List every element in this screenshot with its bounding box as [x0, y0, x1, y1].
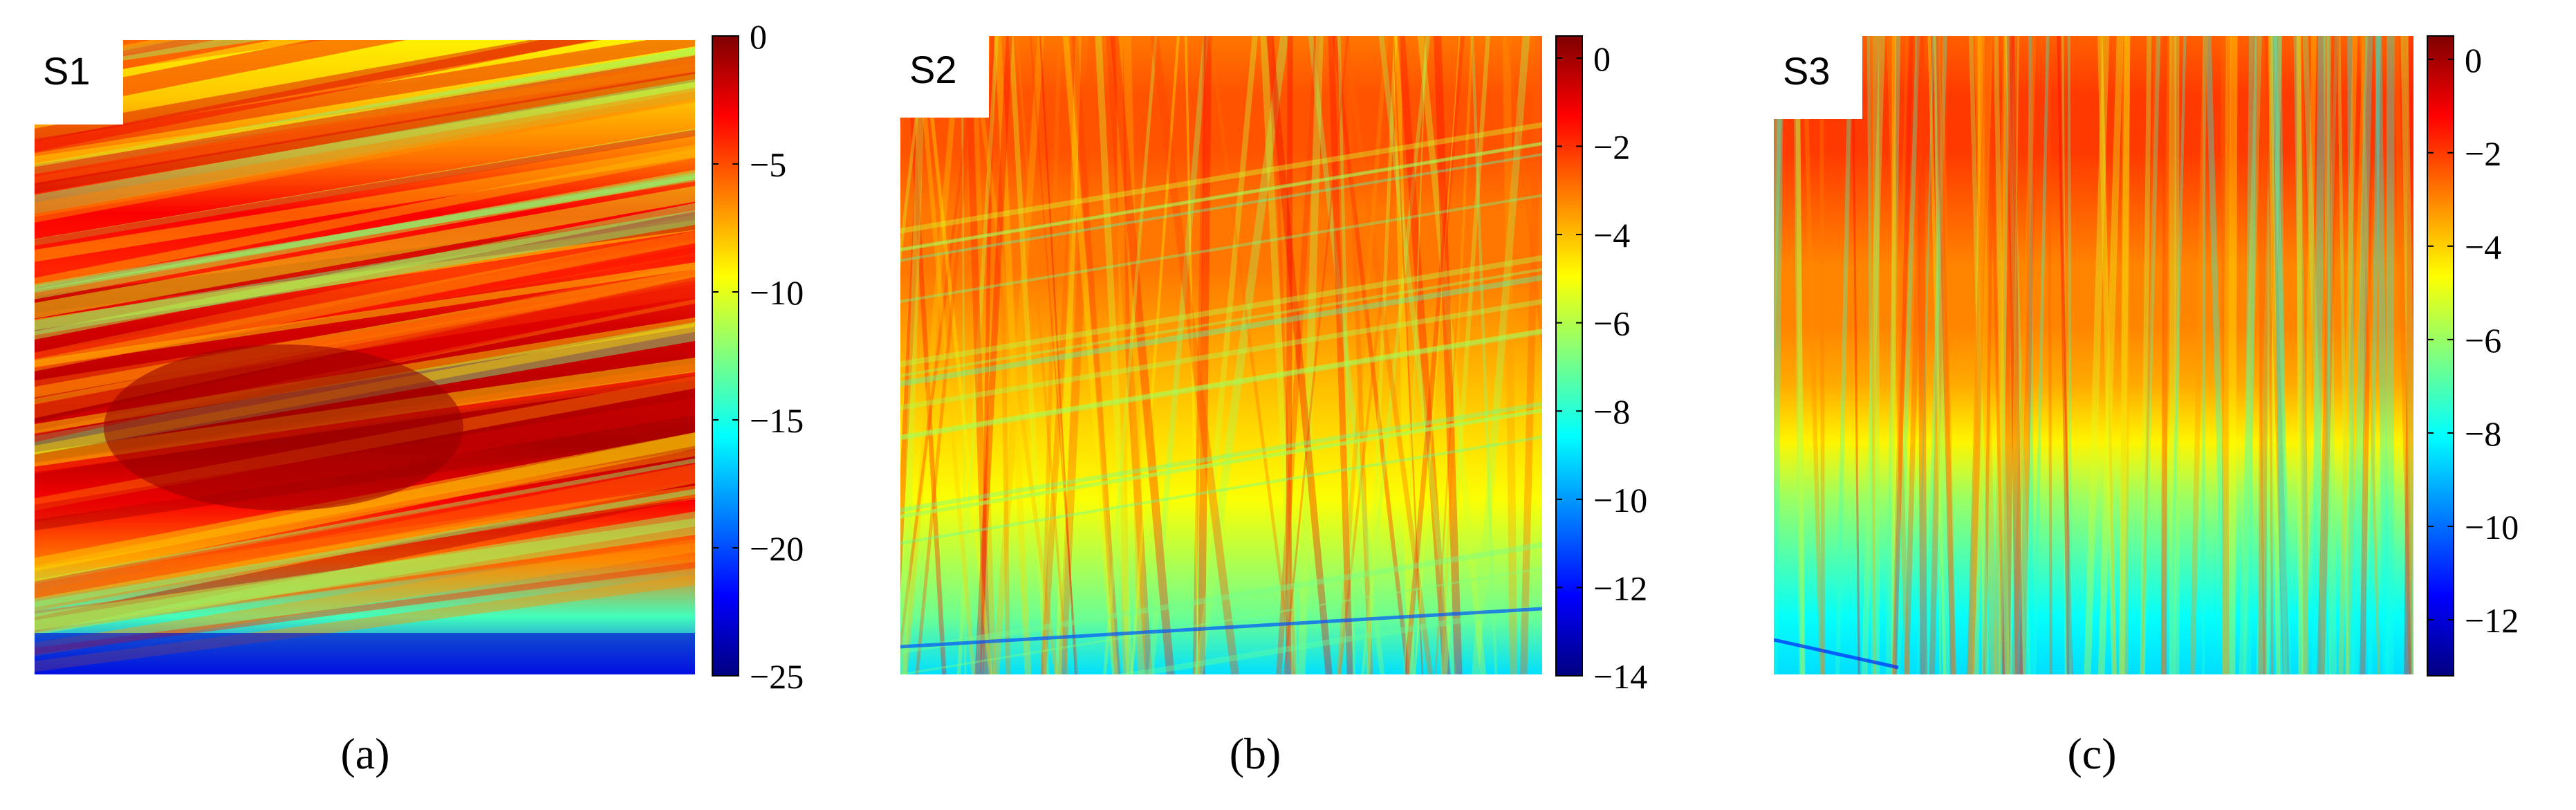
colorbar-tick-label: −2 — [2465, 134, 2501, 173]
colorbar-s2 — [1555, 35, 1583, 676]
colorbar-tick-label: −6 — [1593, 304, 1630, 343]
panel-b: S2 0 −2 −4 −6 −8 −10 −12 −14 (b) — [900, 35, 1647, 778]
panel-caption-a: (a) — [340, 729, 389, 778]
sample-label-s2: S2 — [909, 48, 957, 91]
colorbar-tick-label: −4 — [2465, 228, 2501, 266]
colorbar-tick-label: −12 — [2465, 601, 2519, 640]
colorbar-ticks-s1: 0 −5 −10 −15 −20 −25 — [712, 17, 804, 696]
colorbar-tick-label: −5 — [750, 145, 786, 184]
sample-label-s3: S3 — [1783, 49, 1831, 93]
colorbar-tick-label: −2 — [1593, 127, 1630, 166]
colorbar-tick-label: −10 — [1593, 481, 1647, 519]
panel-caption-b: (b) — [1230, 729, 1281, 778]
heatmap-area-s2 — [900, 36, 1542, 674]
heatmap-texture — [35, 40, 695, 674]
colorbar-tick-label: −8 — [2465, 414, 2501, 453]
colorbar-tick-label: −15 — [750, 401, 804, 440]
colorbar-tick-label: −8 — [1593, 392, 1630, 431]
sample-label-s1: S1 — [43, 49, 91, 93]
colorbar-s3 — [2427, 35, 2454, 676]
heatmap-texture — [900, 36, 1542, 674]
colorbar-tick-label: −20 — [750, 529, 804, 568]
heatmap-texture — [1774, 36, 2413, 674]
heatmap-s2 — [900, 36, 1542, 674]
colorbar-tick-label: −12 — [1593, 569, 1647, 607]
colorbar-ticks-s3: 0 −2 −4 −6 −8 −10 −12 — [2427, 41, 2519, 640]
colorbar-tick-label: −6 — [2465, 321, 2501, 360]
sample-label-box-s1 — [35, 40, 123, 125]
panel-caption-c: (c) — [2067, 729, 2116, 778]
sample-label-box-s2 — [900, 36, 989, 118]
heatmap-s1 — [35, 40, 695, 674]
panel-c: S3 0 −2 −4 −6 −8 −10 −12 (c) — [1774, 35, 2519, 778]
heatmap-area-s3 — [1774, 36, 2413, 674]
colorbar-tick-label: 0 — [750, 17, 767, 56]
sample-label-box-s3 — [1774, 36, 1862, 119]
colorbar-tick-label: −10 — [2465, 508, 2519, 546]
colorbar-tick-label: −4 — [1593, 216, 1630, 255]
colorbar-tick-label: 0 — [2465, 41, 2482, 80]
colorbar-tick-label: −10 — [750, 273, 804, 312]
colorbar-s1 — [712, 35, 739, 676]
panel-a: S1 0 −5 −10 −15 −20 −25 (a) — [35, 17, 804, 778]
heatmap-s3 — [1774, 36, 2413, 674]
colorbar-tick-label: −25 — [750, 657, 804, 696]
colorbar-tick-label: 0 — [1593, 39, 1611, 78]
colorbar-ticks-s2: 0 −2 −4 −6 −8 −10 −12 −14 — [1556, 39, 1647, 696]
colorbar-tick-label: −14 — [1593, 657, 1647, 696]
